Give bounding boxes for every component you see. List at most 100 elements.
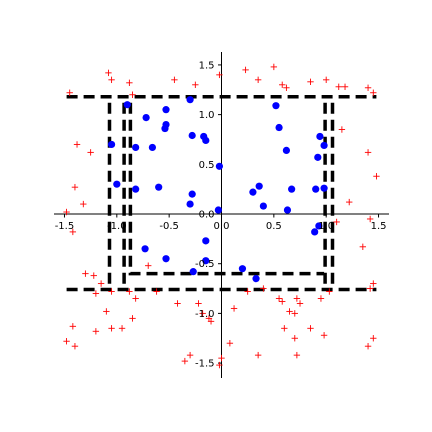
red-plus-point — [82, 270, 89, 277]
red-plus-point — [364, 149, 372, 156]
red-plus-point — [296, 300, 304, 307]
blue-point — [186, 200, 194, 208]
red-plus-point — [286, 308, 293, 315]
x-tick-label: -1.0 — [107, 221, 127, 232]
red-plus-point — [359, 243, 367, 251]
blue-point — [283, 206, 292, 214]
red-plus-point — [171, 76, 178, 84]
boundary-line-4 — [128, 102, 325, 276]
y-tick-label: 0.0 — [199, 210, 215, 221]
blue-point — [132, 143, 140, 152]
blue-point — [162, 255, 170, 263]
axes — [54, 52, 389, 378]
red-plus-point — [69, 323, 77, 330]
red-plus-point — [291, 335, 298, 342]
red-plus-point — [244, 288, 251, 295]
red-plus-point — [366, 215, 374, 223]
x-tick-label: -1.5 — [55, 221, 75, 232]
blue-point — [314, 153, 322, 161]
blue-point — [214, 206, 222, 214]
x-tick-label: 0.5 — [266, 221, 282, 232]
red-plus-point — [317, 295, 325, 302]
blue-point — [202, 136, 210, 145]
y-tick-label: -1.0 — [195, 309, 215, 320]
blue-point — [255, 182, 263, 190]
red-plus-point — [364, 342, 372, 350]
red-plus-point — [216, 71, 223, 79]
red-plus-point — [346, 198, 353, 206]
red-plus-point — [73, 141, 81, 148]
blue-point — [312, 185, 320, 193]
red-plus-point — [320, 332, 328, 339]
red-plus-point — [63, 338, 70, 345]
red-plus-point — [242, 66, 249, 74]
blue-point — [320, 184, 328, 192]
blue-point — [162, 106, 170, 114]
blue-point — [320, 141, 328, 150]
red-plus-point — [145, 262, 152, 269]
x-tick-label: 0.0 — [214, 221, 230, 232]
red-plus-point — [195, 300, 202, 307]
blue-point — [272, 102, 280, 110]
blue-point — [188, 190, 196, 198]
red-plus-point — [283, 84, 290, 91]
red-plus-point — [63, 208, 70, 216]
blue-point — [107, 140, 116, 149]
red-plus-point — [373, 173, 380, 180]
x-tick-label: -0.5 — [159, 221, 179, 232]
red-plus-point — [192, 81, 199, 88]
blue-point — [123, 101, 131, 109]
x-tick-label: 1.0 — [318, 221, 334, 232]
red-plus-point — [364, 84, 372, 91]
red-plus-point — [71, 342, 79, 350]
red-plus-point — [366, 285, 374, 292]
red-plus-point — [80, 200, 87, 208]
red-plus-point — [275, 295, 283, 302]
red-plus-point — [103, 308, 110, 315]
blue-point — [259, 202, 267, 210]
red-plus-point — [307, 78, 314, 86]
y-tick-label: 1.5 — [199, 60, 215, 71]
red-plus-point — [105, 69, 112, 77]
red-plus-point — [216, 361, 223, 369]
decision-boundary-layer — [66, 94, 377, 292]
blue-point — [215, 162, 224, 170]
blue-point — [188, 131, 196, 140]
blue-point — [132, 185, 140, 193]
blue-point — [316, 132, 324, 141]
blue-point — [161, 124, 169, 133]
blue-point — [282, 146, 291, 154]
red-plus-point — [87, 149, 94, 156]
blue-point — [311, 228, 319, 236]
blue-point — [315, 222, 323, 230]
red-plus-point — [270, 63, 278, 71]
red-plus-point — [370, 335, 377, 342]
red-plus-point — [307, 325, 314, 332]
red-plus-point — [108, 288, 115, 295]
red-plus-point — [260, 285, 267, 292]
red-plus-point — [69, 228, 77, 236]
red-plus-point — [126, 288, 133, 295]
blue-point — [252, 275, 260, 283]
red-plus-point — [279, 298, 286, 305]
red-plus-point — [92, 328, 100, 335]
red-plus-point — [90, 272, 97, 279]
red-plus-point — [181, 357, 189, 365]
blue-point — [238, 265, 247, 273]
red-plus-point — [291, 310, 298, 317]
blue-point — [202, 257, 210, 265]
blue-point — [113, 180, 121, 188]
red-plus-point — [186, 351, 194, 359]
red-plus-point — [370, 280, 377, 287]
red-plus-point — [370, 89, 377, 96]
blue-point — [275, 123, 283, 132]
y-tick-label: -1.5 — [195, 359, 215, 370]
red-plus-point — [129, 91, 136, 98]
red-plus-point — [92, 290, 100, 297]
blue-point — [142, 113, 150, 122]
red-plus-point — [218, 354, 225, 362]
red-plus-point — [97, 280, 105, 287]
red-plus-point — [335, 83, 342, 90]
red-plus-point — [126, 79, 133, 87]
